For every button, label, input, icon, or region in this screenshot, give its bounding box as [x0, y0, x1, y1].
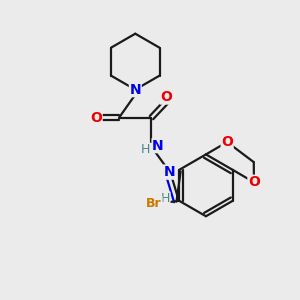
Text: N: N [163, 165, 175, 179]
Text: O: O [160, 90, 172, 104]
Text: Br: Br [146, 196, 162, 210]
Text: H: H [141, 143, 150, 157]
Text: N: N [130, 82, 141, 97]
Text: O: O [221, 135, 233, 149]
Text: O: O [248, 175, 260, 189]
Text: O: O [90, 111, 102, 124]
Text: H: H [160, 192, 170, 205]
Text: N: N [152, 139, 164, 153]
